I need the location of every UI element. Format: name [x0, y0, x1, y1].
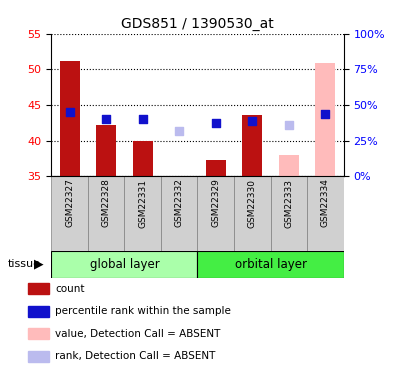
Bar [28, 351, 49, 362]
Bar [28, 283, 49, 294]
Point [249, 118, 256, 124]
Bar [279, 155, 299, 176]
Text: GSM22331: GSM22331 [138, 178, 147, 228]
Point [176, 128, 182, 134]
Text: global layer: global layer [90, 258, 159, 271]
Text: GSM22332: GSM22332 [175, 178, 184, 227]
Bar [307, 176, 344, 251]
Bar [161, 176, 198, 251]
Bar [28, 328, 49, 339]
Bar [271, 176, 307, 251]
Text: rank, Detection Call = ABSENT: rank, Detection Call = ABSENT [55, 351, 216, 361]
Bar [206, 160, 226, 176]
Bar [124, 176, 161, 251]
Bar [60, 61, 80, 176]
Bar [133, 141, 153, 176]
Point [139, 116, 146, 122]
Bar [88, 176, 124, 251]
Text: orbital layer: orbital layer [235, 258, 307, 271]
Bar [96, 125, 116, 176]
Bar [242, 115, 262, 176]
Point [286, 122, 292, 128]
Text: ▶: ▶ [34, 258, 43, 271]
Text: tissue: tissue [8, 260, 41, 269]
Point [66, 109, 73, 115]
Text: GSM22334: GSM22334 [321, 178, 330, 227]
Point [322, 111, 329, 117]
Bar [198, 251, 344, 278]
Text: GSM22328: GSM22328 [102, 178, 111, 227]
Bar [51, 176, 88, 251]
Text: GSM22329: GSM22329 [211, 178, 220, 227]
Text: count: count [55, 284, 85, 294]
Text: GSM22330: GSM22330 [248, 178, 257, 228]
Bar [198, 176, 234, 251]
Point [213, 120, 219, 126]
Point [103, 116, 109, 122]
Text: value, Detection Call = ABSENT: value, Detection Call = ABSENT [55, 329, 221, 339]
Bar [51, 251, 198, 278]
Bar [234, 176, 271, 251]
Text: percentile rank within the sample: percentile rank within the sample [55, 306, 231, 316]
Bar [315, 63, 335, 176]
Bar [28, 306, 49, 317]
Title: GDS851 / 1390530_at: GDS851 / 1390530_at [121, 17, 274, 32]
Text: GSM22327: GSM22327 [65, 178, 74, 227]
Text: GSM22333: GSM22333 [284, 178, 293, 228]
